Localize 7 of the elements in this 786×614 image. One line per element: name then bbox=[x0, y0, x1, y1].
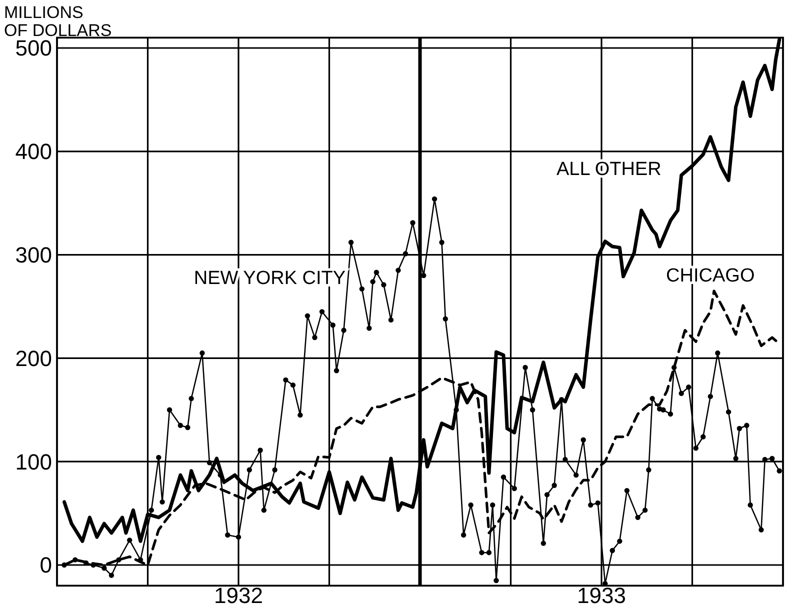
x-tick-label: 1933 bbox=[577, 583, 626, 608]
x-tick-label: 1932 bbox=[214, 583, 263, 608]
y-tick-label: 300 bbox=[15, 242, 52, 268]
y-tick-label: 100 bbox=[15, 449, 52, 474]
y-tick-label: 400 bbox=[15, 139, 52, 164]
y-tick-label: 0 bbox=[40, 552, 52, 578]
y-tick-label: 200 bbox=[15, 346, 52, 371]
